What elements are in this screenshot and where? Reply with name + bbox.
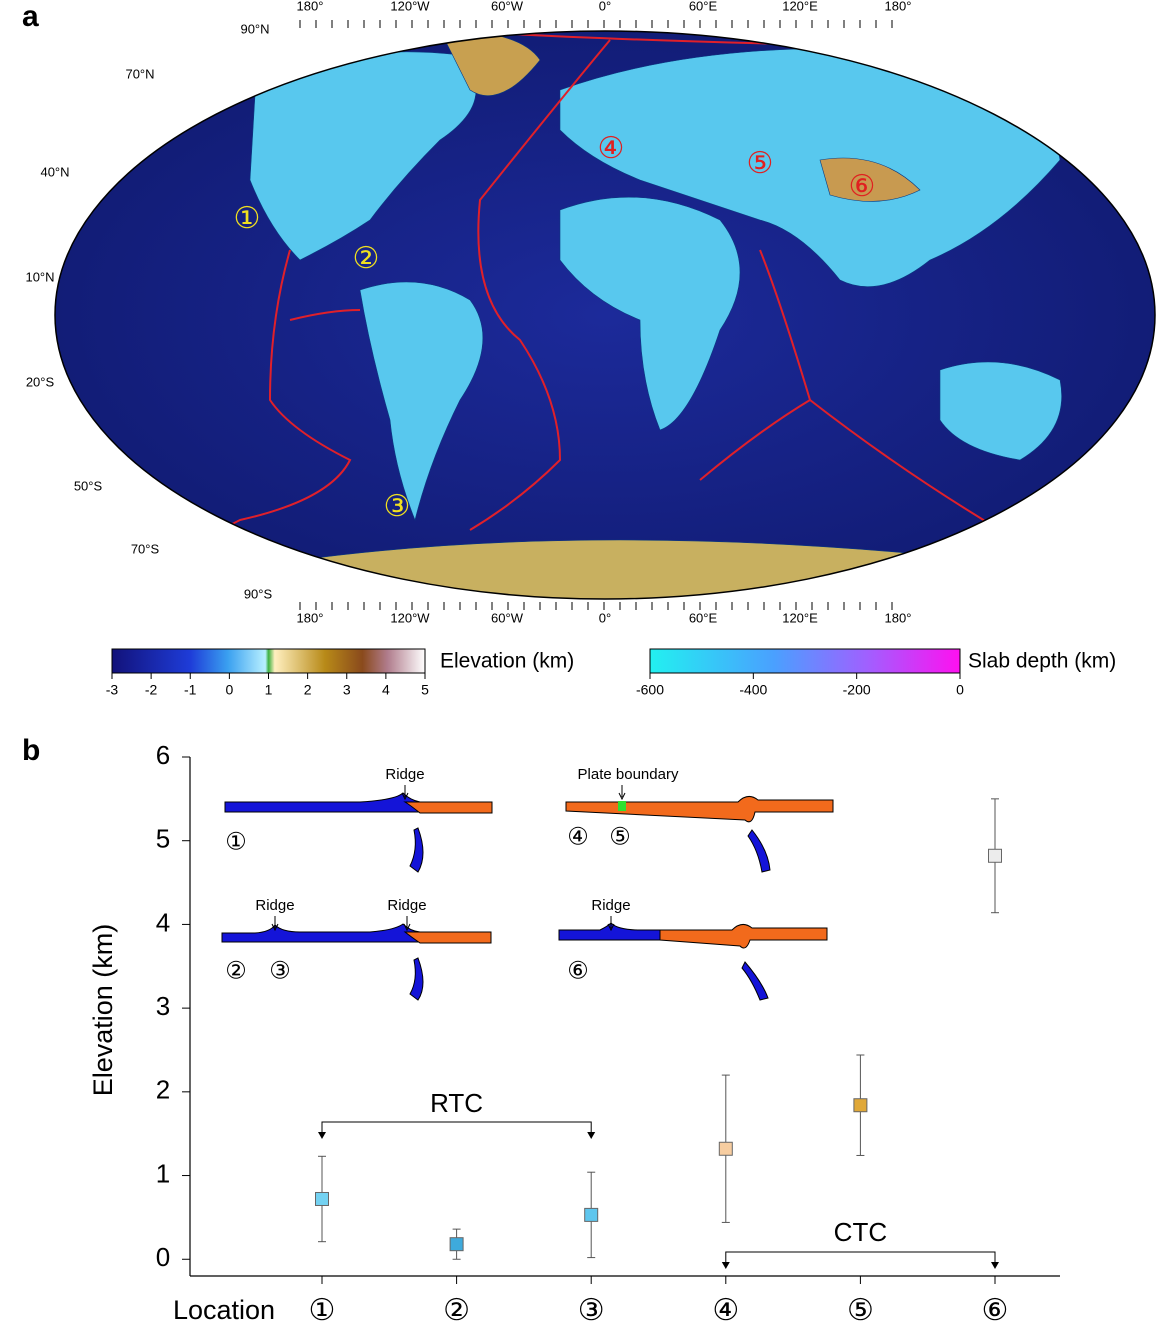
lon-label: 180° [885, 0, 912, 13]
lon-label: 60°W [491, 610, 524, 625]
slab-colorbar [649, 648, 961, 674]
chart-axes [189, 757, 1060, 1277]
map [54, 30, 1156, 600]
colorbar-tick-label: -200 [843, 682, 871, 698]
lon-label: 0° [599, 0, 611, 13]
colorbar-tick-label: -600 [636, 682, 664, 698]
lon-label: 180° [885, 610, 912, 625]
inset-arrow [403, 916, 411, 932]
x-tick-label: ③ [578, 1294, 605, 1327]
y-tick-label: 2 [156, 1075, 170, 1105]
annotation: CTC [834, 1217, 887, 1247]
colorbar-tick-label: -1 [184, 682, 197, 698]
lon-label: 180° [297, 0, 324, 13]
map-frame [54, 30, 1156, 600]
point-marker [718, 1141, 733, 1156]
colorbar-tick-label: 2 [304, 682, 312, 698]
lon-label: 180° [297, 610, 324, 625]
inset-label: Ridge [387, 897, 426, 914]
bracket-arrow [721, 1262, 730, 1269]
inset-location: ④ [567, 823, 589, 850]
lon-label: 60°W [491, 0, 524, 13]
inset-label: Plate boundary [578, 766, 679, 783]
insets [221, 792, 834, 1001]
point-marker [584, 1207, 599, 1222]
point-marker [853, 1098, 868, 1113]
location-marker: ① [234, 202, 261, 235]
y-tick-label: 1 [156, 1158, 170, 1188]
bracket-arrow [991, 1262, 999, 1269]
x-tick-label: ④ [712, 1294, 739, 1327]
lat-label: 90°N [240, 21, 269, 36]
location-marker: ③ [384, 490, 411, 523]
y-tick-label: 6 [156, 740, 170, 770]
inset-arrow [618, 785, 626, 801]
point-marker [315, 1191, 329, 1206]
location-marker: ⑥ [849, 170, 876, 203]
lon-label: 60°E [689, 610, 718, 625]
point-marker [449, 1237, 464, 1252]
lon-label: 120°E [782, 0, 818, 13]
elevation-colorbar [111, 648, 426, 674]
inset-location: ⑤ [609, 823, 631, 850]
lat-label: 90°S [244, 586, 273, 601]
colorbar-tick-label: 5 [421, 682, 429, 698]
inset-arrow [607, 916, 615, 932]
colorbar-tick-label: 3 [343, 682, 351, 698]
y-tick-label: 3 [156, 991, 170, 1021]
colorbar-tick-label: -400 [739, 682, 767, 698]
colorbar-tick-label: -2 [145, 682, 158, 698]
annotation: RTC [430, 1088, 483, 1118]
y-tick-label: 5 [156, 824, 170, 854]
lat-label: 70°S [131, 541, 160, 556]
x-axis-title: Location [173, 1295, 275, 1325]
x-tick-label: ① [309, 1294, 336, 1327]
y-tick-label: 4 [156, 907, 170, 937]
panel-label: a [22, 0, 39, 33]
lat-label: 50°S [74, 478, 103, 493]
colorbar-title: Elevation (km) [440, 650, 574, 673]
lon-label: 0° [599, 610, 611, 625]
point-marker [988, 848, 1002, 863]
bracket [725, 1251, 996, 1266]
inset-label: Ridge [385, 766, 424, 783]
lon-label: 60°E [689, 0, 718, 13]
inset-arrow [401, 785, 409, 801]
lat-label: 10°N [25, 269, 54, 284]
colorbar-tick-label: 0 [956, 682, 964, 698]
inset-location: ③ [269, 957, 291, 984]
x-tick-label: ⑥ [982, 1294, 1009, 1327]
lon-label: 120°W [390, 610, 430, 625]
inset-location: ② [225, 957, 247, 984]
bracket [321, 1121, 592, 1136]
colorbar-tick-label: 0 [225, 682, 233, 698]
inset-location: ① [225, 828, 247, 855]
x-tick-label: ② [443, 1294, 470, 1327]
y-tick-label: 0 [156, 1242, 170, 1272]
inset-label: Ridge [255, 897, 294, 914]
colorbar-tick-label: -3 [106, 682, 119, 698]
y-axis-title: Elevation (km) [88, 924, 118, 1097]
inset-arrow [271, 916, 279, 932]
lon-label: 120°W [390, 0, 430, 13]
location-marker: ⑤ [747, 147, 774, 180]
x-tick-label: ⑤ [847, 1294, 874, 1327]
panel-label: b [22, 734, 40, 767]
inset-label: Ridge [591, 897, 630, 914]
inset-location: ⑥ [567, 957, 589, 984]
lat-label: 70°N [125, 66, 154, 81]
bracket-arrow [318, 1132, 326, 1139]
location-marker: ② [353, 242, 380, 275]
lat-label: 20°S [26, 374, 55, 389]
location-marker: ④ [598, 132, 625, 165]
bracket-arrow [587, 1132, 596, 1139]
colorbar-tick-label: 4 [382, 682, 390, 698]
lon-label: 120°E [782, 610, 818, 625]
colorbar-tick-label: 1 [265, 682, 273, 698]
lat-label: 40°N [40, 164, 69, 179]
colorbar-title: Slab depth (km) [968, 650, 1116, 673]
